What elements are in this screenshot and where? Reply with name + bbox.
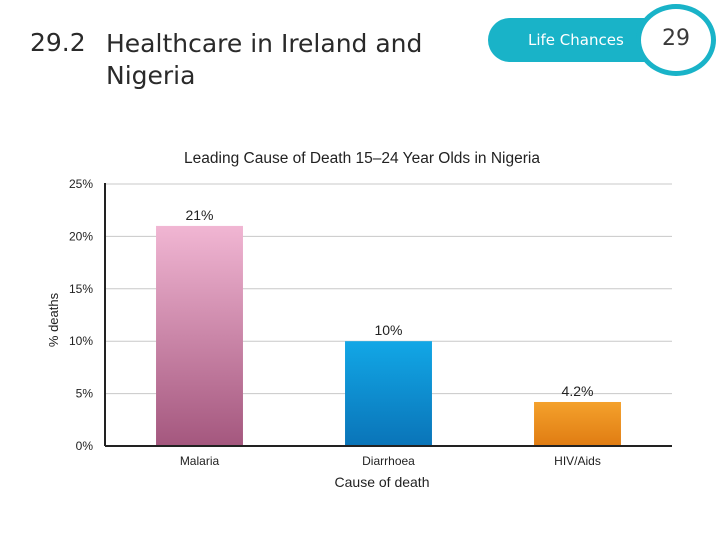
x-category-label: Malaria xyxy=(180,454,220,468)
bars xyxy=(156,225,621,446)
chart-title: Leading Cause of Death 15–24 Year Olds i… xyxy=(184,150,540,167)
chapter-number: 29 xyxy=(662,26,690,51)
chapter-label: Life Chances xyxy=(528,31,624,49)
y-tick-label: 15% xyxy=(69,282,93,296)
section-title: Healthcare in Ireland and Nigeria xyxy=(106,29,423,90)
data-label: 21% xyxy=(185,207,213,223)
y-axis-title: % deaths xyxy=(46,292,61,347)
bar-diarrhoea xyxy=(345,341,432,446)
y-tick-labels: 0% 5% 10% 15% 20% 25% xyxy=(69,177,93,453)
y-tick-label: 25% xyxy=(69,177,93,191)
x-category-label: HIV/Aids xyxy=(554,454,601,468)
data-label: 4.2% xyxy=(562,383,594,399)
y-tick-label: 0% xyxy=(76,439,94,453)
y-tick-label: 5% xyxy=(76,387,94,401)
y-tick-label: 20% xyxy=(69,229,93,243)
x-category-label: Diarrhoea xyxy=(362,454,415,468)
bar-malaria xyxy=(156,225,243,446)
data-labels: 21% 10% 4.2% xyxy=(185,207,593,399)
x-axis-title: Cause of death xyxy=(335,474,430,490)
y-tick-label: 10% xyxy=(69,334,93,348)
chapter-number-badge: 29 xyxy=(636,4,716,76)
axes xyxy=(104,183,672,447)
data-label: 10% xyxy=(374,322,402,338)
bar-hiv-aids xyxy=(534,401,621,446)
x-category-labels: Malaria Diarrhoea HIV/Aids xyxy=(180,454,601,468)
section-number: 29.2 xyxy=(30,28,86,57)
